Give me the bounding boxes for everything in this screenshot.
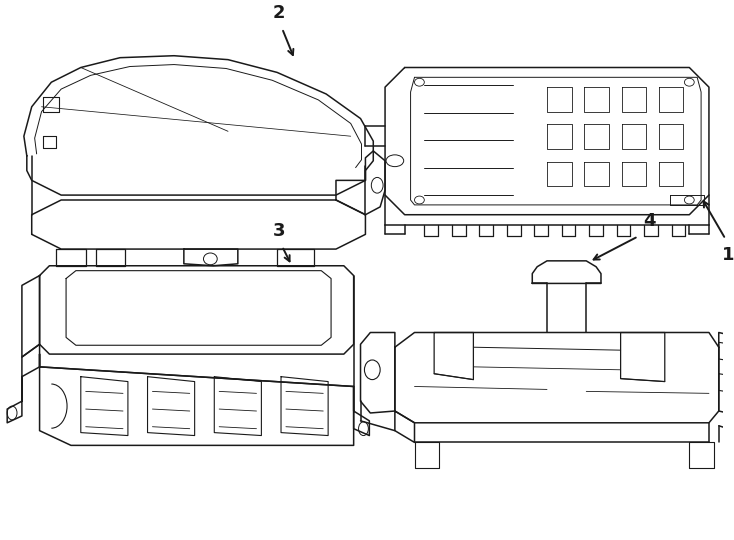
Text: 2: 2 xyxy=(273,4,286,22)
Text: 1: 1 xyxy=(722,246,734,264)
Text: 3: 3 xyxy=(273,222,286,240)
Text: 4: 4 xyxy=(643,212,655,231)
